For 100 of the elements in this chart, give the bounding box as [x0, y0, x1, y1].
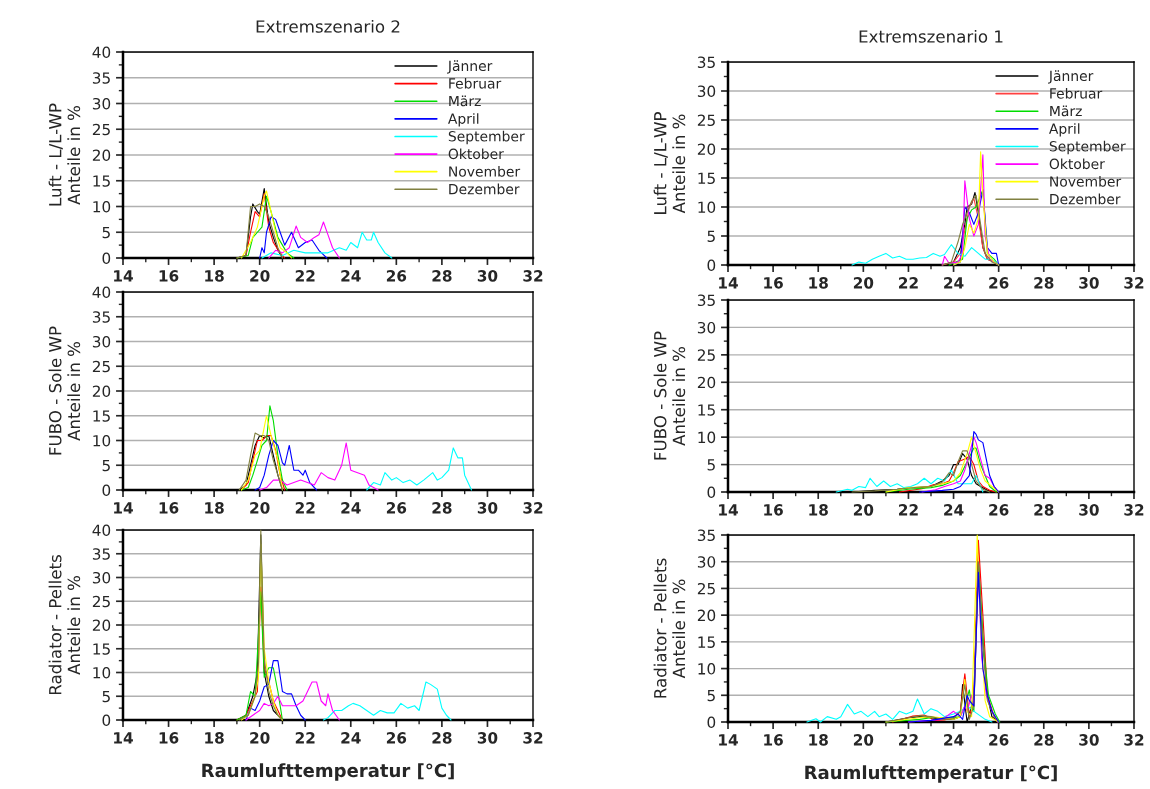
y-tick-label: 5 [102, 459, 110, 472]
x-tick-label: 30 [477, 732, 498, 744]
legend-label: März [1050, 105, 1082, 117]
x-tick-label: 24 [341, 732, 361, 744]
chart-title: Extremszenario 1 [859, 29, 1003, 43]
legend-label: Dezember [1050, 193, 1121, 205]
legend-label: Oktober [448, 148, 504, 160]
x-tick-label: 18 [809, 277, 828, 289]
x-tick-label: 24 [944, 504, 964, 516]
x-tick-label: 16 [159, 502, 179, 514]
y-tick-label: 10 [698, 663, 716, 675]
y-tick-label: 5 [707, 459, 715, 471]
x-tick-label: 26 [989, 734, 1009, 746]
y-tick-label: 15 [93, 175, 110, 187]
legend-label: September [1049, 140, 1126, 155]
x-tick-label: 32 [523, 732, 543, 744]
x-tick-label: 16 [764, 277, 783, 289]
x-tick-label: 14 [114, 270, 133, 282]
y-axis-title: Radiator - Pellets Anteile in % [653, 558, 686, 698]
y-tick-label: 5 [102, 226, 110, 239]
x-tick-label: 26 [386, 732, 407, 744]
x-tick-label: 18 [205, 732, 224, 744]
y-tick-label: 40 [92, 46, 111, 59]
x-tick-label: 16 [764, 504, 783, 516]
y-tick-label: 25 [92, 595, 110, 608]
y-tick-label: 30 [92, 571, 111, 584]
y-tick-label: 10 [93, 666, 111, 679]
y-tick-label: 35 [92, 548, 110, 560]
y-tick-label: 30 [697, 85, 716, 98]
y-tick-label: 10 [93, 200, 111, 213]
x-tick-label: 22 [899, 734, 918, 746]
y-tick-label: 15 [698, 404, 715, 416]
x-tick-label: 20 [853, 504, 874, 516]
y-tick-label: 20 [697, 143, 716, 156]
y-tick-label: 25 [697, 114, 715, 127]
x-tick-label: 18 [809, 504, 828, 516]
legend-label: März [449, 95, 481, 107]
x-tick-label: 28 [1034, 504, 1054, 516]
y-axis-title: FUBO - Sole WP Anteile in % [48, 326, 81, 455]
x-tick-label: 32 [523, 502, 543, 514]
x-tick-label: 26 [989, 277, 1009, 289]
y-tick-label: 25 [92, 360, 110, 373]
y-tick-label: 5 [707, 689, 715, 702]
x-tick-label: 16 [764, 734, 783, 746]
y-tick-label: 40 [92, 524, 111, 537]
x-tick-label: 24 [341, 270, 361, 282]
legend-label: April [1049, 123, 1080, 137]
y-tick-label: 40 [92, 286, 111, 299]
x-tick-label: 30 [1079, 277, 1099, 289]
x-tick-label: 24 [944, 734, 964, 746]
x-tick-label: 20 [853, 734, 874, 746]
y-tick-label: 20 [697, 609, 716, 622]
x-tick-label: 16 [159, 732, 179, 744]
y-axis-title: Luft - L/L-WP Anteile in % [653, 112, 686, 214]
y-tick-label: 20 [697, 376, 716, 389]
x-axis-title: Raumlufttemperatur [°C] [202, 763, 454, 781]
y-tick-label: 15 [93, 410, 110, 422]
x-tick-label: 32 [1124, 277, 1144, 289]
y-tick-label: 25 [697, 582, 715, 595]
y-tick-label: 10 [698, 431, 716, 444]
y-tick-label: 0 [707, 716, 716, 729]
x-tick-label: 18 [205, 270, 224, 282]
y-axis-title: Luft - L/L-WP Anteile in % [48, 103, 81, 206]
x-tick-label: 26 [386, 502, 407, 514]
y-tick-label: 25 [92, 123, 110, 136]
y-tick-label: 10 [93, 434, 111, 447]
y-tick-label: 35 [697, 529, 715, 542]
x-tick-label: 18 [205, 502, 224, 514]
x-tick-label: 20 [250, 502, 270, 514]
legend-label: Oktober [1049, 158, 1105, 170]
y-tick-label: 15 [698, 172, 715, 185]
x-tick-label: 14 [719, 277, 738, 289]
x-tick-label: 26 [386, 270, 407, 282]
x-tick-label: 28 [1034, 277, 1054, 289]
x-tick-label: 32 [523, 270, 543, 282]
x-tick-label: 20 [250, 732, 270, 744]
y-tick-label: 20 [92, 385, 111, 398]
legend-label: November [1050, 175, 1122, 187]
x-tick-label: 30 [477, 270, 498, 282]
y-axis-title: FUBO - Sole WP Anteile in % [653, 331, 686, 460]
x-tick-label: 32 [1124, 734, 1144, 746]
x-tick-label: 28 [432, 270, 452, 282]
x-tick-label: 30 [1079, 504, 1099, 516]
y-tick-label: 15 [93, 643, 110, 655]
y-tick-label: 5 [102, 690, 110, 703]
y-tick-label: 35 [92, 72, 110, 84]
legend-label: Jänner [1048, 70, 1094, 84]
x-tick-label: 20 [250, 270, 270, 282]
x-tick-label: 30 [1079, 734, 1099, 746]
legend-label: September [448, 130, 525, 145]
x-tick-label: 14 [114, 732, 133, 744]
legend-label: April [448, 113, 479, 127]
x-tick-label: 16 [159, 270, 179, 282]
y-tick-label: 35 [697, 294, 715, 307]
x-tick-label: 18 [809, 734, 828, 746]
x-tick-label: 28 [432, 502, 452, 514]
x-tick-label: 24 [341, 502, 361, 514]
y-tick-label: 20 [92, 619, 111, 632]
x-tick-label: 14 [114, 502, 133, 514]
y-tick-label: 5 [707, 230, 715, 243]
